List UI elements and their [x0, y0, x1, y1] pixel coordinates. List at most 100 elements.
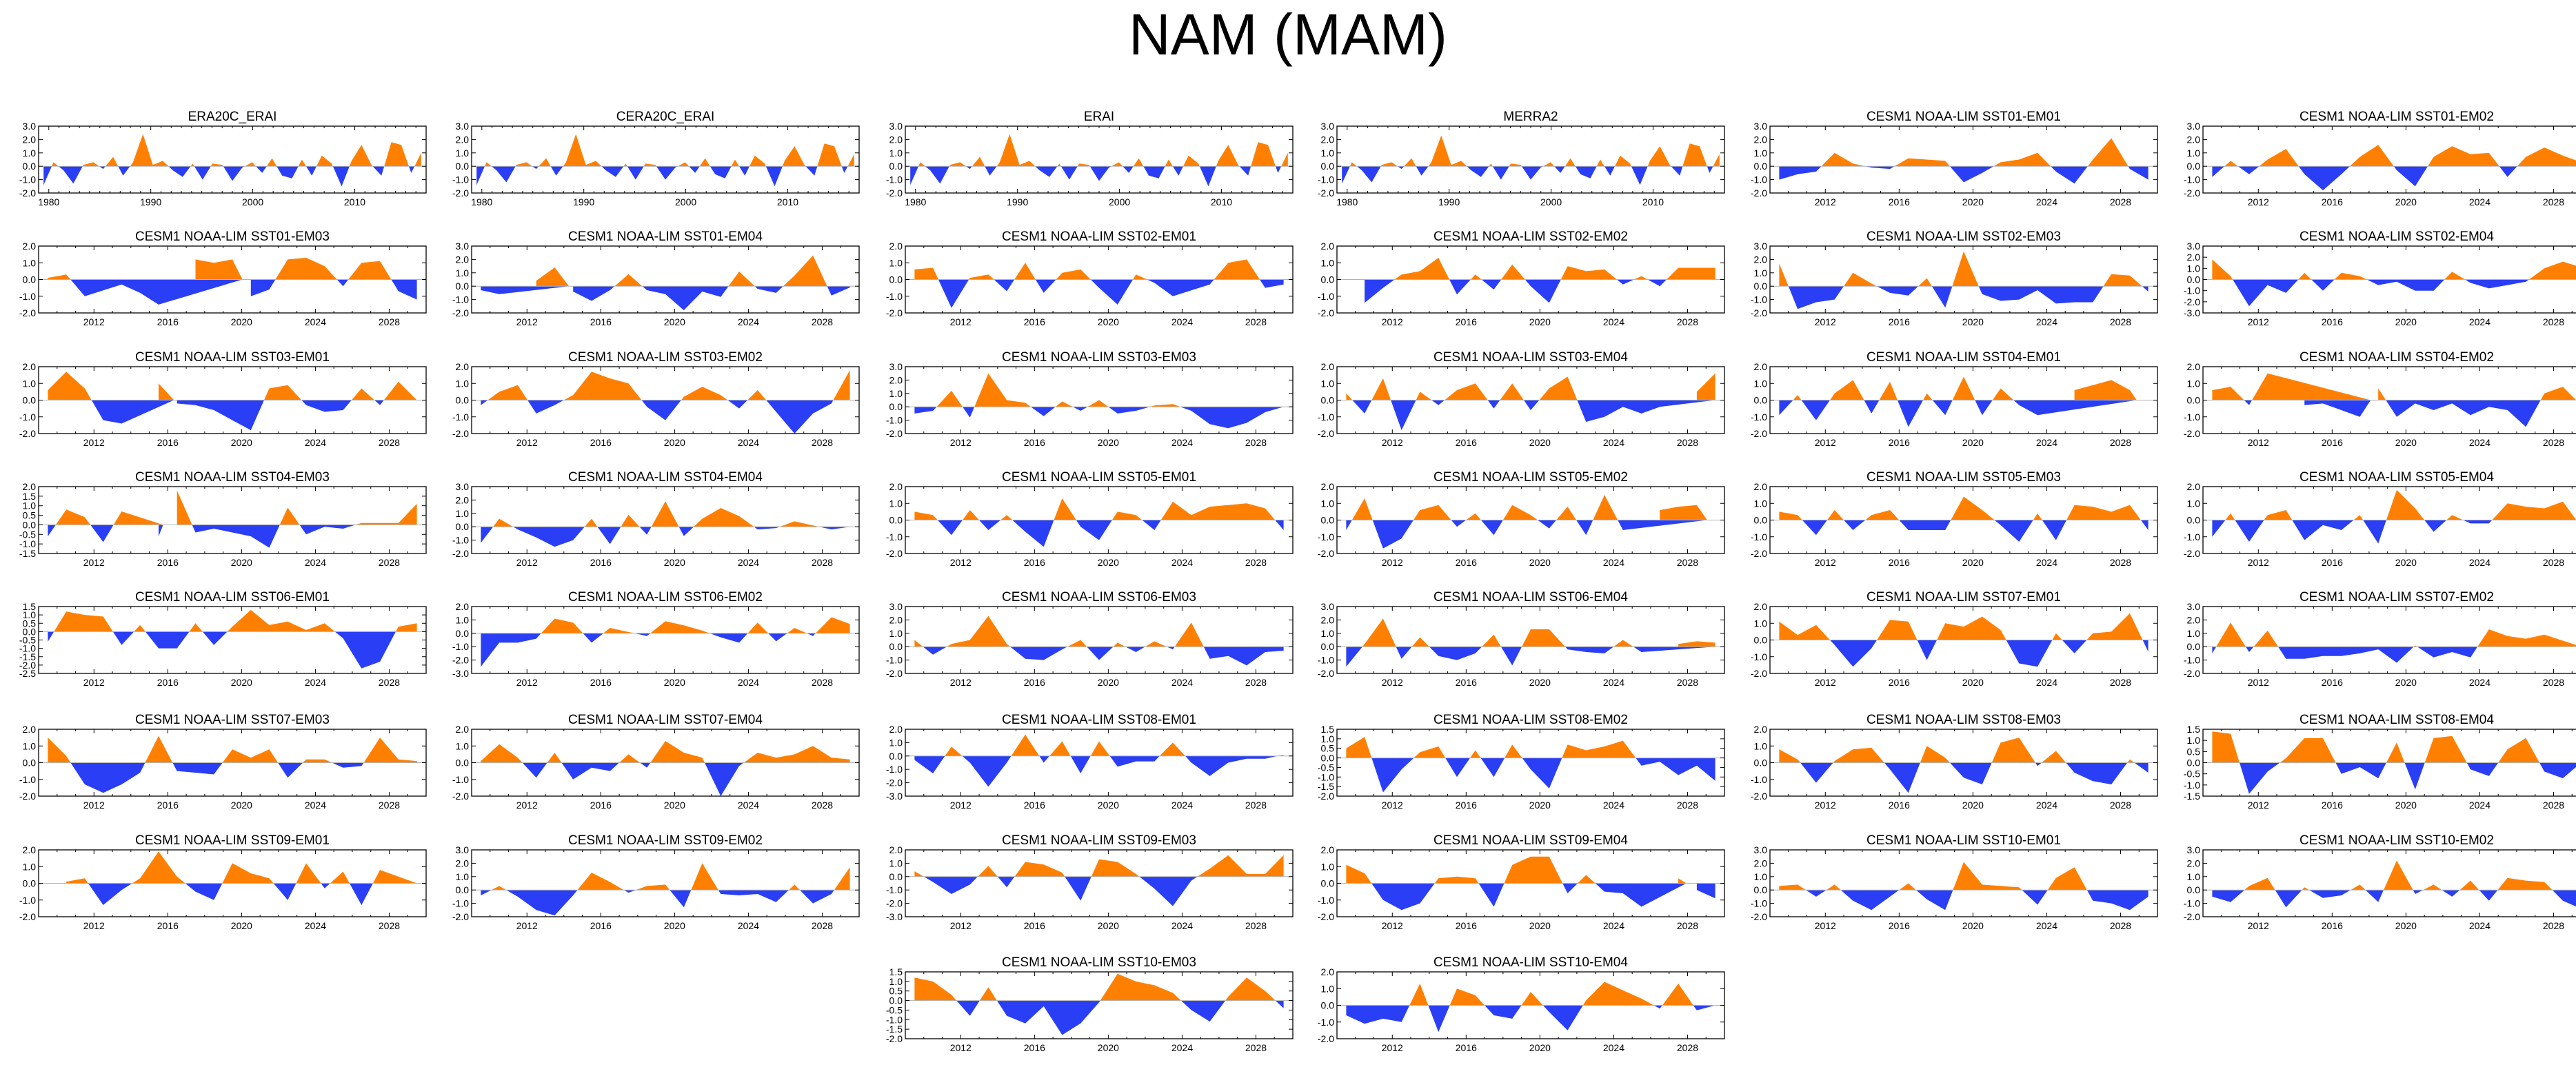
x-tick-label: 2012 — [1382, 677, 1403, 688]
panel-17: 2.0 1.0 0.0 -1.0 -2.0 2012 2016 2020 2024 2028 CES… — [1751, 350, 2158, 448]
panel-5: 3.0 2.0 1.0 0.0 -1.0 -2.0 2012 2016 2020 2024 2028… — [1751, 110, 2158, 207]
x-tick-label: 2016 — [1889, 800, 1910, 811]
y-tick-label: 0.0 — [1321, 161, 1335, 172]
positive-area — [914, 616, 1204, 647]
y-tick-label: 1.0 — [1321, 983, 1335, 994]
x-tick-label: 2016 — [157, 800, 179, 811]
y-tick-label: 2.0 — [889, 134, 903, 145]
panel-38: 3.0 2.0 1.0 0.0 -1.0 -2.0 2012 2016 2020 2024 2028… — [452, 833, 860, 931]
x-tick-label: 2012 — [2248, 920, 2269, 931]
y-tick-label: -1.0 — [886, 655, 903, 666]
panel-frame — [905, 971, 1294, 1039]
y-tick-label: 2.0 — [889, 241, 903, 252]
x-tick-label: 2024 — [1171, 677, 1193, 688]
y-tick-label: 1.0 — [456, 267, 470, 278]
panel-title: CESM1 NOAA-LIM SST02-EM02 — [1433, 230, 1628, 244]
y-tick-label: 1.0 — [2187, 628, 2201, 639]
x-tick-label: 2010 — [1211, 196, 1232, 207]
panel-title: CESM1 NOAA-LIM SST10-EM01 — [1866, 833, 2061, 848]
panel-frame — [2202, 606, 2576, 674]
x-tick-label: 2016 — [1024, 920, 1045, 931]
y-tick-label: 1.5 — [23, 601, 37, 612]
panel-24: 2.0 1.0 0.0 -1.0 -2.0 2012 2016 2020 2024 2028 CES… — [2184, 470, 2576, 568]
negative-area — [1830, 640, 2149, 667]
y-tick-label: 0.0 — [456, 161, 470, 172]
panel-title: CESM1 NOAA-LIM SST08-EM02 — [1433, 713, 1628, 727]
panel-10: 2.0 1.0 0.0 -1.0 -2.0 2012 2016 2020 2024 2028 CES… — [1318, 230, 1725, 327]
panel-title: CESM1 NOAA-LIM SST01-EM04 — [568, 230, 763, 244]
y-tick-label: -2.0 — [1318, 428, 1334, 439]
negative-area — [1352, 400, 1715, 431]
y-tick-label: 0.0 — [2187, 395, 2201, 406]
y-tick-label: -1.0 — [19, 538, 36, 549]
y-tick-label: -2.0 — [886, 668, 903, 679]
y-tick-label: -2.0 — [19, 660, 36, 671]
x-tick-label: 2012 — [1382, 437, 1403, 448]
x-tick-label: 2020 — [231, 437, 252, 448]
y-tick-label: 2.0 — [889, 481, 903, 492]
y-tick-label: -3.0 — [886, 791, 903, 802]
y-tick-label: 1.0 — [1754, 618, 1768, 629]
negative-area — [2212, 520, 2493, 544]
y-tick-label: -2.0 — [452, 428, 469, 439]
x-tick-label: 2016 — [1456, 800, 1477, 811]
panel-title: CESM1 NOAA-LIM SST10-EM02 — [2300, 833, 2494, 848]
x-tick-label: 1980 — [38, 196, 59, 207]
y-tick-label: 2.0 — [456, 361, 470, 372]
y-tick-label: 0.0 — [2187, 274, 2201, 285]
x-tick-label: 2024 — [738, 800, 759, 811]
x-tick-label: 2028 — [1677, 316, 1698, 327]
y-tick-label: 3.0 — [2187, 601, 2201, 612]
negative-area — [481, 400, 834, 434]
panel-title: CESM1 NOAA-LIM SST06-EM04 — [1433, 590, 1628, 604]
y-tick-label: -2.0 — [1751, 668, 1767, 679]
y-tick-label: 3.0 — [1321, 601, 1335, 612]
negative-area — [2212, 166, 2517, 191]
x-tick-label: 2028 — [2543, 920, 2564, 931]
y-tick-label: -3.0 — [886, 911, 903, 922]
y-tick-label: 1.0 — [456, 148, 470, 159]
y-tick-label: -2.0 — [452, 187, 469, 199]
positive-area — [1394, 258, 1715, 280]
x-tick-label: 2024 — [2036, 800, 2057, 811]
y-tick-label: 0.0 — [889, 161, 903, 172]
x-tick-label: 2020 — [2395, 557, 2417, 568]
negative-area — [914, 755, 1278, 787]
panel-title: CESM1 NOAA-LIM SST09-EM03 — [1002, 833, 1196, 848]
y-tick-label: 2.0 — [23, 481, 37, 492]
positive-area — [2212, 731, 2539, 763]
panel-title: CESM1 NOAA-LIM SST09-EM01 — [135, 833, 330, 848]
y-tick-label: 2.0 — [23, 361, 37, 372]
panel-frame — [1336, 606, 1725, 674]
x-tick-label: 2028 — [2110, 677, 2131, 688]
panel-title: CESM1 NOAA-LIM SST02-EM03 — [1866, 230, 2061, 244]
x-tick-label: 2028 — [1677, 800, 1698, 811]
positive-area — [918, 134, 1288, 167]
y-tick-label: -1.0 — [2184, 174, 2200, 185]
x-tick-label: 2020 — [2395, 196, 2417, 207]
x-tick-label: 2016 — [1456, 920, 1477, 931]
negative-area — [1779, 400, 2149, 427]
panel-title: CESM1 NOAA-LIM SST05-EM02 — [1433, 470, 1628, 485]
panel-11: 3.0 2.0 1.0 0.0 -1.0 -2.0 2012 2016 2020 2024 2028… — [1751, 230, 2158, 327]
negative-area — [923, 647, 1284, 666]
y-tick-label: 0.0 — [1321, 515, 1335, 526]
y-tick-label: -1.0 — [452, 774, 469, 785]
x-tick-label: 2028 — [2110, 437, 2131, 448]
x-tick-label: 2012 — [950, 437, 972, 448]
x-tick-label: 2028 — [2543, 316, 2564, 327]
x-tick-label: 2012 — [950, 677, 972, 688]
x-tick-label: 2028 — [1245, 920, 1267, 931]
y-tick-label: 2.0 — [456, 494, 470, 505]
y-tick-label: -2.0 — [19, 791, 36, 802]
y-tick-label: -1.0 — [452, 641, 469, 652]
negative-area — [70, 279, 417, 305]
y-tick-label: 2.0 — [456, 857, 470, 868]
y-tick-label: 1.0 — [23, 378, 37, 389]
x-tick-label: 2012 — [2248, 677, 2269, 688]
y-tick-label: -0.5 — [1318, 762, 1334, 773]
y-tick-label: 3.0 — [2187, 844, 2201, 855]
y-tick-label: -1.0 — [452, 294, 469, 305]
x-tick-label: 2028 — [812, 677, 833, 688]
